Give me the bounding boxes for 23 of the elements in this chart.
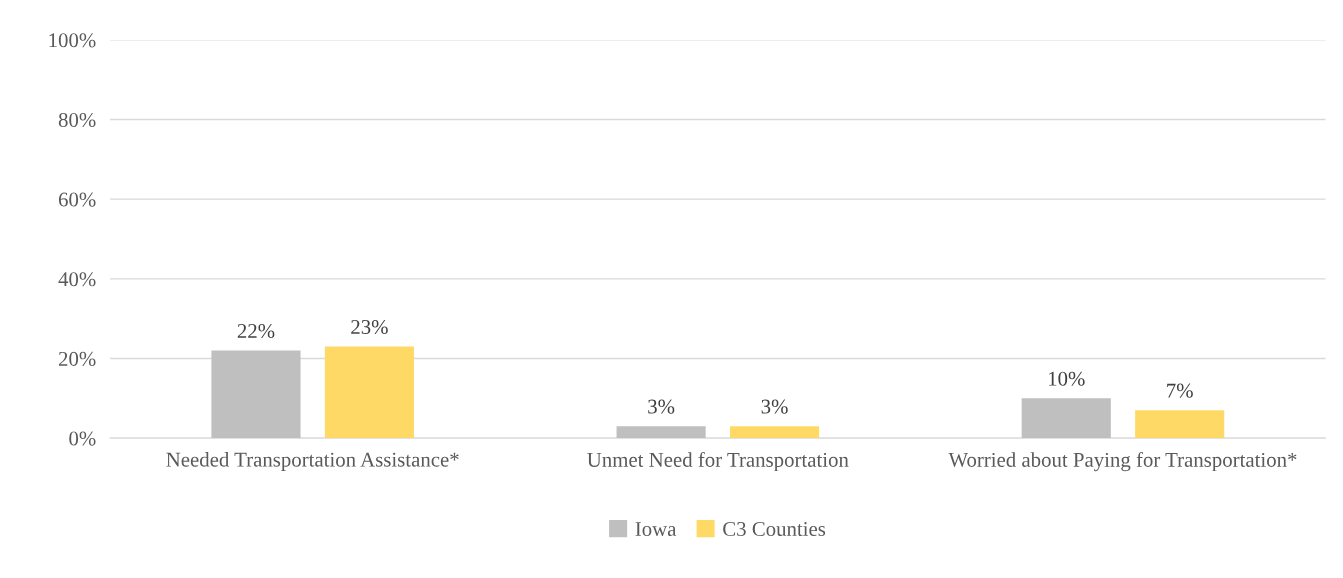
legend-label: Iowa: [635, 522, 677, 537]
legend-label: C3 Counties: [723, 522, 826, 537]
bar: [616, 426, 706, 439]
x-tick-label: Worried about Paying for Transportation*: [948, 452, 1297, 472]
x-tick-label: Unmet Need for Transportation: [587, 452, 849, 472]
data-label: 22%: [237, 323, 275, 339]
y-tick-label: 40%: [58, 272, 96, 287]
y-tick-label: 0%: [69, 431, 96, 446]
data-label: 3%: [761, 399, 788, 414]
bar: [324, 346, 414, 439]
data-label: 3%: [648, 399, 675, 414]
y-tick-label: 60%: [58, 192, 96, 207]
x-tick-label: Needed Transportation Assistance*: [166, 452, 459, 471]
y-tick-label: 80%: [58, 112, 96, 128]
bar: [1021, 398, 1111, 439]
bar: [729, 426, 820, 439]
data-label: 7%: [1167, 383, 1193, 398]
data-label: 23%: [351, 319, 388, 335]
bar: [1135, 410, 1225, 439]
data-label: 10%: [1048, 371, 1085, 386]
y-tick-label: 20%: [58, 351, 96, 366]
bar: [211, 350, 301, 439]
y-tick-label: 100%: [49, 33, 96, 48]
